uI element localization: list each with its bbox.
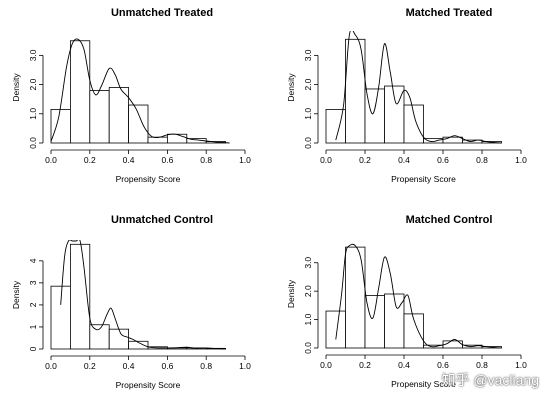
y-tick-label: 2.0 bbox=[28, 78, 38, 90]
histogram-bars bbox=[325, 38, 502, 144]
histogram-bar bbox=[384, 293, 405, 349]
histogram-bar bbox=[128, 104, 149, 144]
y-axis-label: Density bbox=[11, 280, 21, 309]
x-tick-label: 0.2 bbox=[359, 155, 371, 165]
x-tick-label: 1.0 bbox=[239, 361, 251, 371]
histogram-bar bbox=[89, 90, 110, 144]
x-axis-label: Propensity Score bbox=[391, 174, 456, 184]
y-tick-label: 1.0 bbox=[303, 313, 313, 325]
x-tick-label: 0.6 bbox=[437, 155, 449, 165]
x-axis-label: Propensity Score bbox=[391, 379, 456, 389]
density-curve bbox=[335, 31, 502, 144]
y-tick-label: 3.0 bbox=[303, 257, 313, 269]
histogram-bar bbox=[50, 285, 71, 350]
y-tick-label: 3.0 bbox=[28, 49, 38, 61]
x-axis: 0.0 0.2 0.4 0.6 0.8 1.0 Propensity Score bbox=[320, 149, 527, 184]
x-tick-label: 1.0 bbox=[515, 360, 527, 370]
panel-unmatched-treated: Unmatched Treated 0.0 0.2 0.4 0.6 0.8 1.0 Prope… bbox=[11, 7, 251, 184]
y-tick-label: 2 bbox=[28, 302, 38, 307]
y-tick-label: 2.0 bbox=[303, 78, 313, 90]
x-tick-label: 0.8 bbox=[200, 155, 212, 165]
x-tick-label: 0.4 bbox=[398, 360, 410, 370]
x-tick-label: 0.2 bbox=[359, 360, 371, 370]
histogram-bar bbox=[442, 136, 463, 144]
y-axis: 0.0 1.0 2.0 3.0 Density bbox=[286, 49, 319, 149]
y-tick-label: 4 bbox=[28, 258, 38, 263]
y-tick-label: 0.0 bbox=[28, 137, 38, 149]
histogram-bar bbox=[108, 87, 129, 144]
y-tick-label: 0.0 bbox=[303, 137, 313, 149]
panel-matched-control: Matched Control 0.0 0.2 0.4 0.6 0.8 1.0 Propens… bbox=[286, 214, 527, 389]
y-tick-label: 2.0 bbox=[303, 285, 313, 297]
histogram-bar bbox=[403, 104, 424, 144]
x-tick-label: 0.4 bbox=[123, 155, 135, 165]
y-tick-label: 0.0 bbox=[303, 342, 313, 354]
y-tick-label: 0 bbox=[28, 346, 38, 351]
x-tick-label: 0.8 bbox=[200, 361, 212, 371]
x-tick-label: 0.8 bbox=[476, 360, 488, 370]
x-tick-label: 0.6 bbox=[161, 155, 173, 165]
y-axis-label: Density bbox=[11, 73, 21, 102]
y-axis: 0.0 1.0 2.0 3.0 Density bbox=[286, 257, 319, 354]
histogram-bar bbox=[108, 328, 129, 350]
histogram-bar bbox=[50, 109, 71, 144]
histogram-bar bbox=[423, 138, 444, 144]
y-tick-label: 1.0 bbox=[303, 108, 313, 120]
panel-title: Unmatched Treated bbox=[111, 7, 213, 19]
panel-matched-treated: Matched Treated 0.0 0.2 0.4 0.6 0.8 1.0 Propens… bbox=[286, 7, 527, 184]
density-curve bbox=[335, 243, 502, 349]
histogram-bars bbox=[50, 243, 226, 350]
y-tick-label: 3.0 bbox=[303, 49, 313, 61]
x-tick-label: 0.6 bbox=[161, 361, 173, 371]
x-tick-label: 0.0 bbox=[320, 155, 332, 165]
y-tick-label: 1 bbox=[28, 324, 38, 329]
histogram-bars bbox=[325, 246, 502, 349]
y-axis: 0.0 1.0 2.0 3.0 Density bbox=[11, 49, 44, 149]
watermark: 知乎 @vacliang bbox=[441, 372, 539, 388]
x-tick-label: 0.8 bbox=[476, 155, 488, 165]
x-tick-label: 0.2 bbox=[84, 155, 96, 165]
x-axis: 0.0 0.2 0.4 0.6 0.8 1.0 Propensity Score bbox=[45, 355, 251, 390]
panel-title: Matched Control bbox=[406, 214, 493, 226]
x-tick-label: 0.0 bbox=[320, 360, 332, 370]
histogram-bar bbox=[128, 340, 149, 350]
histogram-bar bbox=[70, 243, 91, 350]
histogram-bar bbox=[345, 246, 366, 349]
x-axis: 0.0 0.2 0.4 0.6 0.8 1.0 Propensity Score bbox=[320, 354, 527, 389]
histogram-bar bbox=[403, 313, 424, 349]
x-tick-label: 0.0 bbox=[45, 361, 57, 371]
histogram-bar bbox=[70, 40, 91, 144]
y-tick-label: 1.0 bbox=[28, 108, 38, 120]
histogram-bar bbox=[166, 133, 188, 144]
panel-title: Matched Treated bbox=[406, 7, 493, 19]
histogram-bars bbox=[50, 40, 226, 144]
x-axis-label: Propensity Score bbox=[116, 380, 181, 390]
density-curve bbox=[60, 240, 226, 350]
histogram-bar bbox=[325, 310, 346, 349]
y-tick-label: 3 bbox=[28, 280, 38, 285]
x-tick-label: 1.0 bbox=[239, 155, 251, 165]
x-tick-label: 0.0 bbox=[45, 155, 57, 165]
x-tick-label: 0.4 bbox=[398, 155, 410, 165]
y-axis-label: Density bbox=[286, 279, 296, 308]
y-axis-label: Density bbox=[286, 73, 296, 102]
x-axis-label: Propensity Score bbox=[116, 174, 181, 184]
histogram-bar bbox=[325, 109, 346, 144]
histogram-bar bbox=[364, 295, 385, 349]
x-tick-label: 0.2 bbox=[84, 361, 96, 371]
x-tick-label: 1.0 bbox=[515, 155, 527, 165]
panel-title: Unmatched Control bbox=[111, 214, 213, 226]
panel-unmatched-control: Unmatched Control 0.0 0.2 0.4 0.6 0.8 1.0 Prope… bbox=[11, 214, 251, 390]
x-tick-label: 0.6 bbox=[437, 360, 449, 370]
histogram-bar bbox=[147, 136, 168, 144]
x-axis: 0.0 0.2 0.4 0.6 0.8 1.0 Propensity Score bbox=[45, 149, 251, 184]
y-axis: 0 1 2 3 4 Density bbox=[11, 258, 44, 351]
x-tick-label: 0.4 bbox=[123, 361, 135, 371]
density-curve bbox=[50, 38, 230, 144]
